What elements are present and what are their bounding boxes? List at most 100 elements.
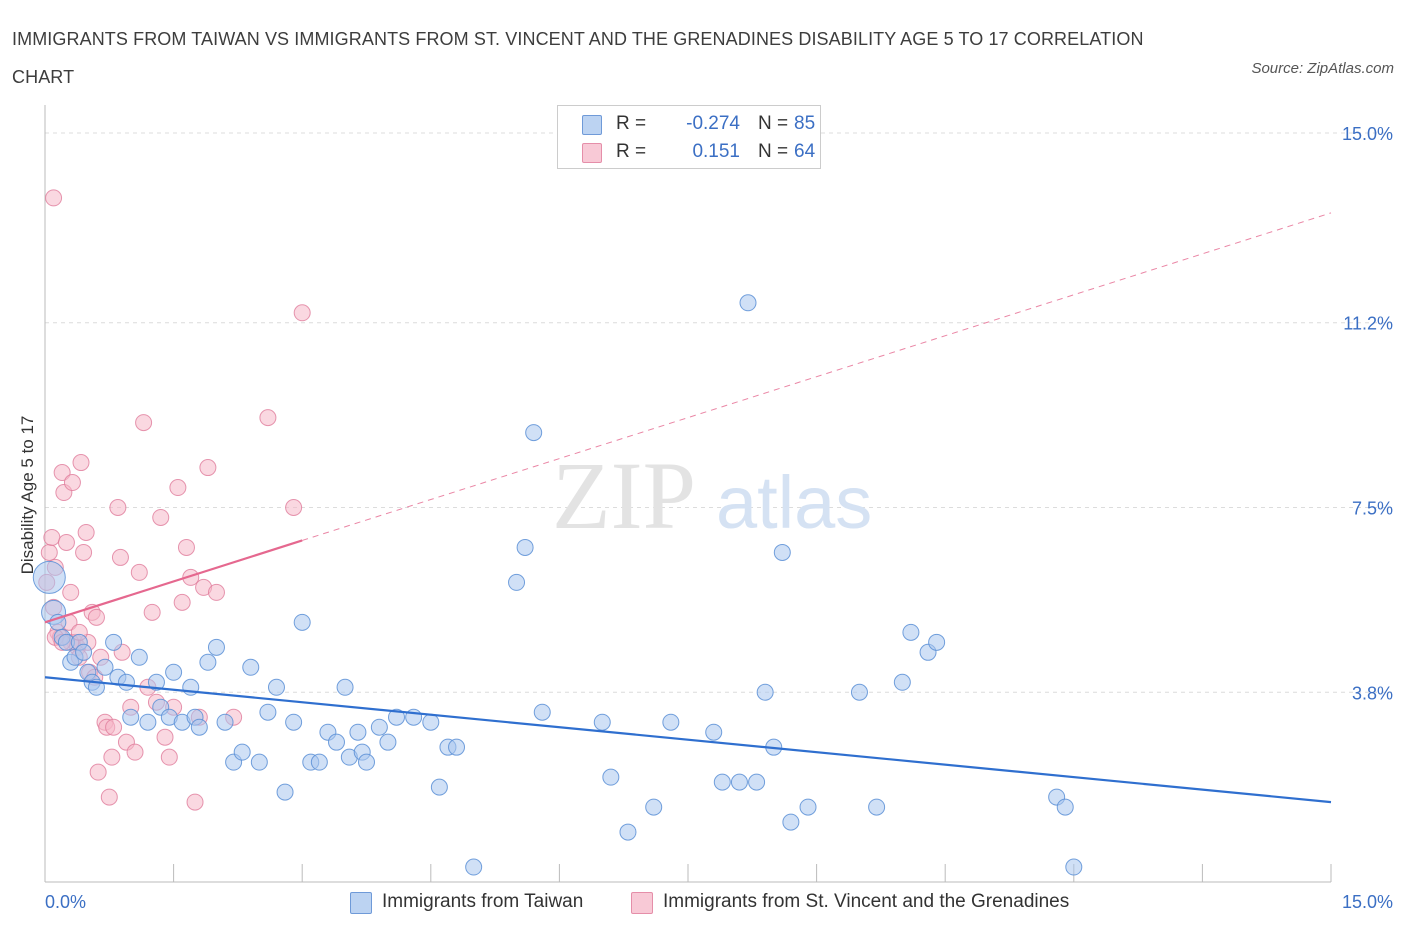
watermark-atlas: atlas (716, 461, 872, 544)
taiwan-point (713, 773, 731, 791)
legend-r-value: -0.274 (686, 113, 740, 134)
taiwan-point (130, 648, 148, 666)
taiwan-point (850, 683, 868, 701)
axes (44, 105, 1332, 883)
st-vincent-point (130, 563, 148, 581)
taiwan-point (250, 753, 268, 771)
taiwan-point (782, 813, 800, 831)
taiwan-point (928, 633, 946, 651)
taiwan-point (327, 733, 345, 751)
taiwan-point (705, 723, 723, 741)
series-taiwan-points (32, 294, 1083, 876)
st-vincent-point (259, 409, 277, 427)
legend-r-value: 0.151 (692, 141, 740, 162)
taiwan-point (233, 743, 251, 761)
st-vincent-point (160, 748, 178, 766)
st-vincent-point (72, 454, 90, 472)
st-vincent-point (173, 593, 191, 611)
taiwan-point (358, 753, 375, 771)
taiwan-point (32, 560, 66, 594)
st-vincent-point (293, 304, 311, 322)
y-tick-label: 15.0% (1342, 124, 1393, 144)
st-vincent-point (152, 508, 170, 526)
taiwan-point (1065, 858, 1083, 876)
bottom-legend-label: Immigrants from Taiwan (382, 891, 584, 912)
st-vincent-point (100, 788, 118, 806)
st-vincent-point (62, 583, 80, 601)
taiwan-point (259, 703, 277, 721)
st-vincent-point (169, 479, 187, 497)
taiwan-point (902, 623, 920, 641)
st-vincent-point (57, 533, 75, 551)
y-tick-label: 7.5% (1352, 499, 1393, 519)
taiwan-point (593, 713, 611, 731)
legend-swatch-st-vincent (582, 143, 602, 163)
st-vincent-point (77, 523, 95, 541)
st-vincent-point (285, 499, 303, 516)
taiwan-point (388, 708, 406, 726)
x-tick-label-min: 0.0% (45, 892, 86, 912)
y-tick-label: 3.8% (1352, 683, 1393, 703)
st-vincent-point (89, 763, 107, 781)
st-vincent-point (207, 583, 225, 601)
st-vincent-point (53, 464, 71, 482)
st-vincent-point (103, 748, 121, 766)
taiwan-point (285, 713, 303, 731)
bottom-legend-swatch-taiwan (350, 892, 372, 914)
legend-n-value: 64 (794, 141, 816, 162)
taiwan-point (379, 733, 397, 751)
taiwan-point (448, 738, 466, 756)
st-vincent-point (135, 414, 153, 432)
taiwan-point (336, 678, 354, 696)
taiwan-point (619, 823, 637, 841)
taiwan-point (242, 658, 260, 676)
taiwan-point (739, 294, 757, 312)
st-vincent-point (177, 538, 195, 556)
st-vincent-point (186, 793, 204, 811)
st-vincent-point (126, 743, 144, 761)
st-vincent-point (45, 189, 63, 207)
legend-n-label: N = (758, 141, 789, 162)
bottom-legend-label: Immigrants from St. Vincent and the Gren… (663, 891, 1070, 912)
taiwan-point (207, 638, 225, 656)
taiwan-point (105, 633, 123, 651)
legend-n-value: 85 (794, 113, 816, 134)
taiwan-point (430, 778, 448, 796)
watermark: ZIP atlas (552, 442, 872, 549)
st-vincent-point (63, 474, 81, 492)
st-vincent-trend-extension (302, 212, 1332, 541)
tick-labels: 3.8% 7.5% 11.2% 15.0% 0.0% 15.0% (45, 124, 1393, 912)
taiwan-point (645, 798, 663, 816)
taiwan-point (1056, 798, 1074, 816)
taiwan-point (370, 718, 388, 736)
taiwan-point (276, 783, 294, 801)
st-vincent-point (109, 499, 127, 516)
taiwan-point (293, 613, 311, 631)
taiwan-point (465, 858, 483, 876)
taiwan-trend-line (44, 676, 1332, 804)
taiwan-point (773, 543, 791, 561)
st-vincent-point (75, 543, 93, 561)
taiwan-point (75, 643, 93, 661)
taiwan-point (516, 538, 534, 556)
legend-r-label: R = (616, 141, 647, 162)
taiwan-point (868, 798, 886, 816)
taiwan-point (96, 658, 114, 676)
taiwan-point (165, 663, 183, 681)
taiwan-point (147, 673, 165, 691)
y-tick-label: 11.2% (1343, 314, 1393, 334)
taiwan-point (756, 683, 774, 701)
taiwan-point (525, 424, 543, 442)
taiwan-point (139, 713, 157, 731)
st-vincent-point (87, 608, 105, 626)
st-vincent-point (143, 603, 161, 621)
taiwan-point (216, 713, 234, 731)
taiwan-point (602, 768, 620, 786)
taiwan-point (117, 673, 135, 691)
y-axis-label: Disability Age 5 to 17 (18, 416, 37, 575)
taiwan-point (122, 708, 140, 726)
taiwan-point (730, 773, 748, 791)
correlation-legend: R = -0.274 N = 85 R = 0.151 N = 64 (557, 105, 821, 169)
taiwan-point (310, 753, 328, 771)
